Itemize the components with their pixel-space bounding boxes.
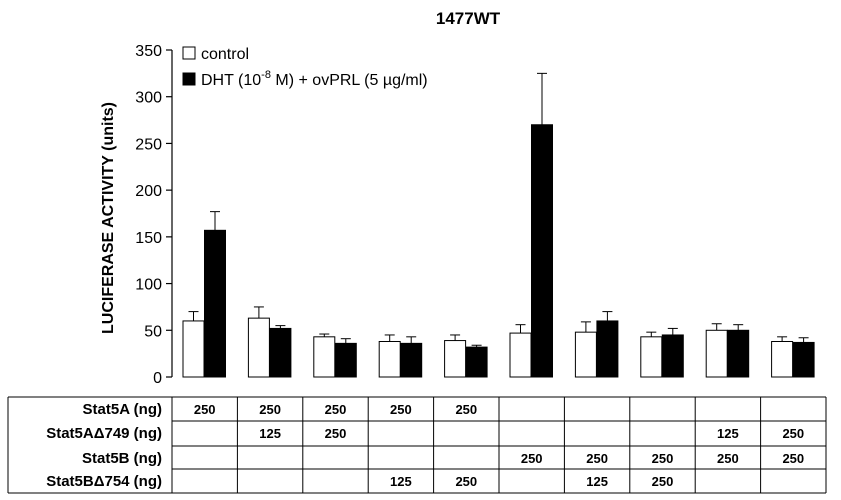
table-row-label: Stat5BΔ754 (ng)	[46, 473, 162, 490]
control-bar	[640, 336, 663, 378]
table-row-label: Stat5B (ng)	[82, 450, 162, 467]
table-cell: 250	[455, 402, 477, 417]
table-cell: 250	[521, 451, 543, 466]
table-cell: 250	[325, 402, 347, 417]
table-row-label: Stat5AΔ749 (ng)	[46, 425, 162, 442]
y-tick-label: 50	[144, 323, 162, 340]
treatment-bar	[792, 341, 815, 378]
y-tick-label: 0	[153, 370, 162, 387]
table-cell: 250	[717, 451, 739, 466]
chart-title: 1477WT	[436, 9, 501, 28]
treatment-bar	[596, 320, 619, 378]
control-bar	[313, 336, 336, 378]
treatment-bar	[727, 329, 750, 378]
y-tick-label: 100	[135, 277, 162, 294]
table-cell: 250	[652, 474, 674, 489]
table-cell: 250	[782, 426, 804, 441]
table-cell: 125	[259, 426, 281, 441]
legend-text-part: g/ml)	[392, 72, 428, 89]
treatment-bar	[531, 124, 553, 378]
y-tick-label: 250	[135, 136, 162, 153]
y-axis: 0 50 100 150 200 250 300 350	[135, 43, 173, 387]
y-tick-label: 200	[135, 183, 162, 200]
legend: control DHT (10-8 M) + ovPRL (5 µg/ml)	[182, 46, 428, 89]
treatment-bar	[465, 346, 488, 378]
table-cell: 125	[717, 426, 739, 441]
treatment-bar	[269, 327, 292, 378]
table-cell: 250	[782, 451, 804, 466]
table-cell: 250	[652, 451, 674, 466]
table-row-label: Stat5A (ng)	[83, 401, 162, 418]
control-bar	[182, 320, 205, 378]
treatment-bar	[204, 229, 226, 378]
table-cell: 250	[586, 451, 608, 466]
treatment-bar	[661, 334, 684, 378]
condition-table: Stat5A (ng) 250 250 250 250 250 Stat5AΔ749 (ng…	[7, 396, 827, 494]
y-tick-label: 300	[135, 90, 162, 107]
table-cell: 250	[194, 402, 216, 417]
y-tick-label: 350	[135, 43, 162, 60]
table-cell: 125	[586, 474, 608, 489]
legend-swatch-control	[182, 46, 196, 60]
table-cell: 250	[390, 402, 412, 417]
legend-superscript: -8	[261, 69, 271, 81]
control-bar	[247, 317, 270, 378]
legend-text-part: DHT (10	[201, 72, 261, 89]
legend-label-treatment: DHT (10-8 M) + ovPRL (5 µg/ml)	[201, 69, 428, 89]
legend-text-part: M) + ovPRL (5	[271, 72, 383, 89]
y-tick-label: 150	[135, 230, 162, 247]
table-cell: 250	[455, 474, 477, 489]
control-bar	[574, 331, 597, 378]
table-cell: 125	[390, 474, 412, 489]
control-bar	[705, 329, 728, 378]
control-bar	[509, 332, 532, 378]
table-cell: 250	[325, 426, 347, 441]
table-cell: 250	[259, 402, 281, 417]
bar-group	[182, 72, 815, 378]
treatment-bar	[334, 342, 357, 378]
control-bar	[378, 340, 401, 378]
legend-label-control: control	[201, 46, 249, 63]
y-axis-label: LUCIFERASE ACTIVITY (units)	[100, 102, 117, 334]
control-bar	[771, 340, 794, 378]
control-bar	[444, 340, 467, 378]
legend-mu: µ	[383, 72, 392, 89]
legend-swatch-treatment	[182, 72, 196, 86]
treatment-bar	[400, 342, 423, 378]
